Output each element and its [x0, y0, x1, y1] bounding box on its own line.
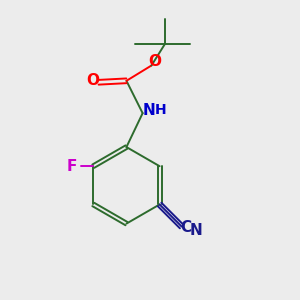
Text: O: O — [87, 73, 100, 88]
Text: H: H — [155, 103, 167, 117]
Text: F: F — [67, 159, 77, 174]
Text: O: O — [148, 55, 161, 70]
Text: N: N — [143, 103, 155, 118]
Text: N: N — [190, 223, 203, 238]
Text: C: C — [181, 220, 192, 235]
